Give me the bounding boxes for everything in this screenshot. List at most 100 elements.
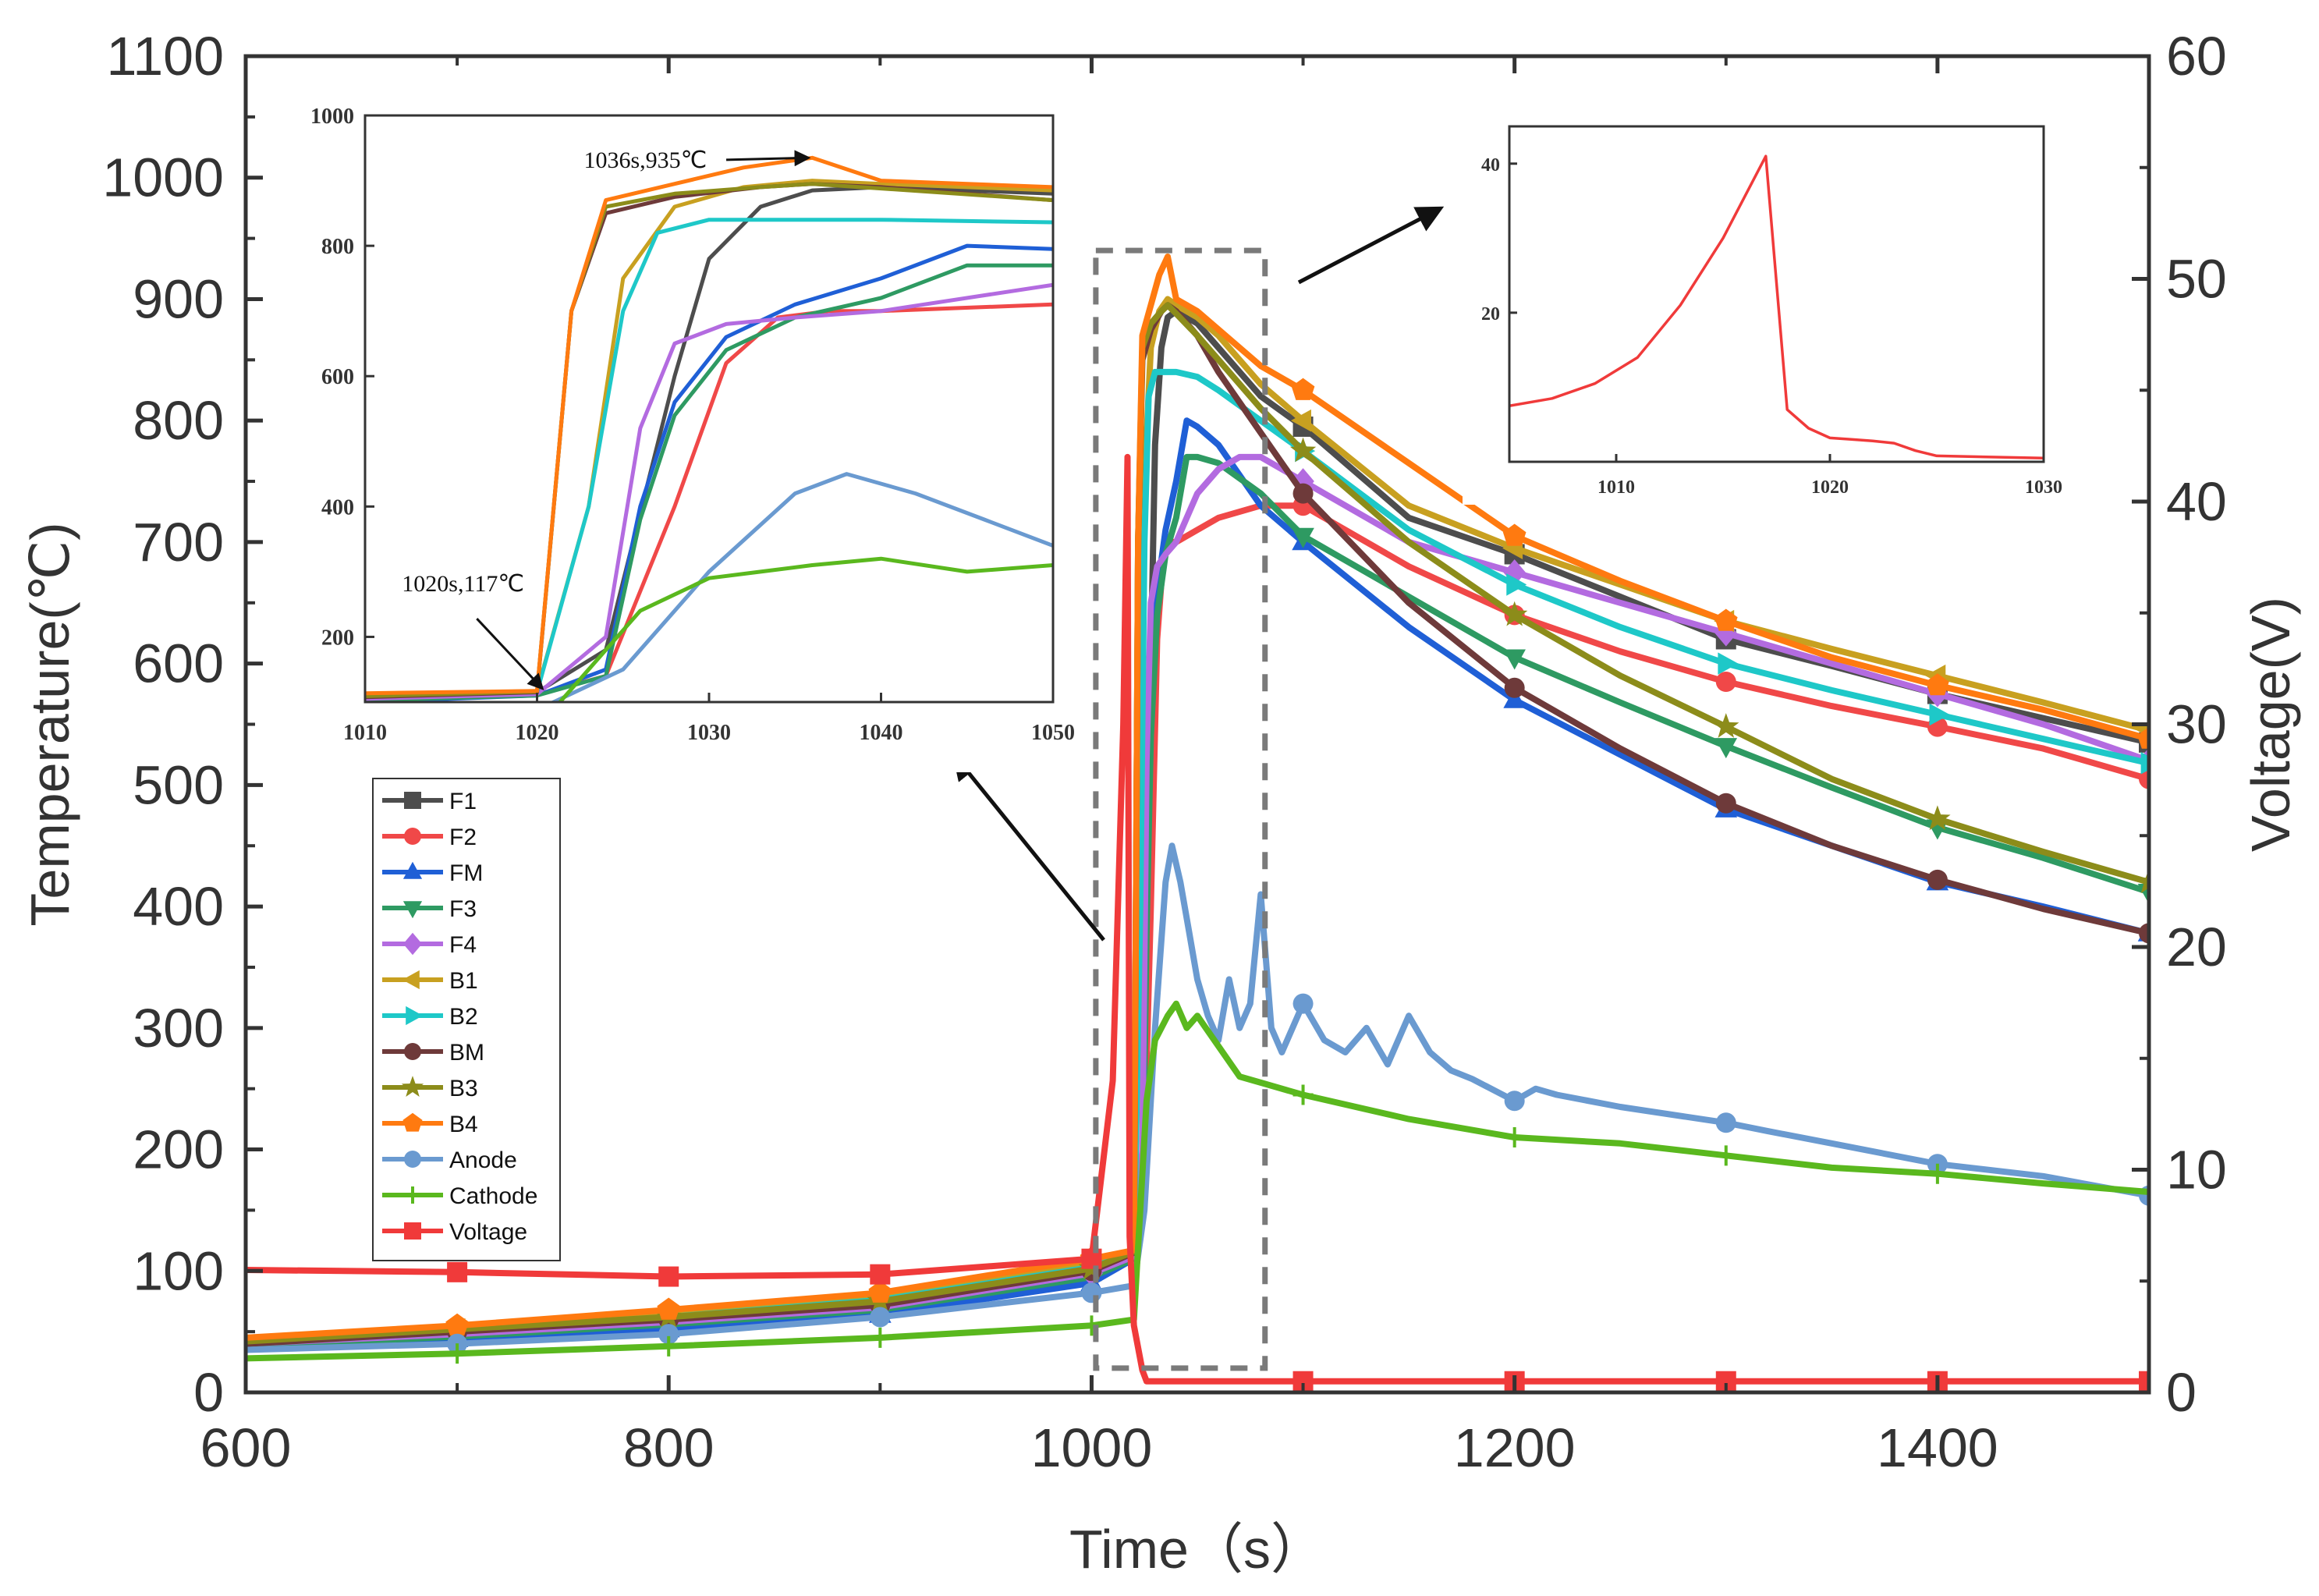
legend-entry-label: B3 <box>449 1076 478 1101</box>
y-left-tick-label: 600 <box>133 633 224 694</box>
data-point-anode <box>658 1324 679 1345</box>
data-point-bm <box>1927 869 1948 890</box>
legend-swatch-marker <box>404 1186 421 1204</box>
inset-temp-x-tick-label: 1030 <box>687 721 731 745</box>
inset-temp-y-tick-label: 400 <box>321 495 354 520</box>
inset-series-line-f1 <box>365 185 1053 700</box>
inset-temp-x-tick-label: 1020 <box>516 721 559 745</box>
x-tick-label: 600 <box>200 1417 292 1478</box>
legend-swatch-marker <box>402 932 423 956</box>
data-point-bm <box>1504 677 1525 698</box>
inset-voltage-zoom: 1010 1020 1030 20 40 <box>1463 115 2062 505</box>
y-left-tick-label: 700 <box>133 512 224 573</box>
legend-box <box>372 778 561 1261</box>
y-left-tick-label: 300 <box>133 998 224 1059</box>
inset-series-line-cathode <box>557 556 1053 702</box>
legend-entry-label: BM <box>449 1040 484 1066</box>
legend-swatch-marker <box>406 1005 424 1026</box>
inset-volt-y-tick-label: 20 <box>1481 304 1500 325</box>
inset-volt-x-tick-label: 1030 <box>2025 477 2062 498</box>
data-point-cathode <box>2139 1182 2149 1203</box>
y-left-tick-label: 200 <box>133 1119 224 1180</box>
legend: F1 F2 FM F3 F4 B1 B2 BM B3 B4 Anode Cathode Voltage <box>372 778 561 1261</box>
inset-voltage-line <box>1509 154 2044 459</box>
data-point-voltage <box>658 1266 679 1287</box>
data-point-cathode <box>870 1327 891 1348</box>
y-left-tick-label: 400 <box>133 876 224 937</box>
inset-series-line-anode <box>548 472 1053 702</box>
y-right-tick-label: 20 <box>2166 917 2227 977</box>
data-point-bm <box>1715 793 1736 814</box>
y-right-tick-label: 10 <box>2166 1140 2227 1201</box>
inset-temp-y-tick-label: 200 <box>321 626 354 650</box>
inset-temp-y-tick-label: 600 <box>321 365 354 389</box>
legend-swatch-marker <box>402 861 423 879</box>
legend-swatch-marker <box>402 1112 423 1132</box>
data-point-anode <box>1504 1091 1525 1112</box>
x-tick-label: 800 <box>623 1417 714 1478</box>
inset-temperature-zoom: 1010 1020 1030 1040 1050 200 400 600 800 1000 1036… <box>281 100 1075 772</box>
data-point-b3 <box>1713 713 1739 738</box>
inset-temp-x-tick-label: 1040 <box>860 721 903 745</box>
y-left-tick-label: 500 <box>133 754 224 815</box>
x-axis-label: Time（s） <box>1069 1519 1325 1580</box>
data-point-f3 <box>1714 738 1738 759</box>
data-point-b4 <box>1926 673 1949 696</box>
inset-annotation-onset: 1020s,117℃ <box>402 571 524 597</box>
inset-volt-frame <box>1508 125 2045 463</box>
data-point-b4 <box>1291 378 1315 400</box>
y-left-tick-label: 1000 <box>102 147 224 208</box>
data-point-b1 <box>1290 409 1311 432</box>
data-point-b3 <box>1924 805 1951 831</box>
inset-annotation-peak-arrow <box>726 150 811 167</box>
inset-temp-y-tick-label: 1000 <box>310 105 354 129</box>
inset-series-line-b2 <box>365 218 1053 699</box>
data-point-cathode <box>1292 1084 1314 1105</box>
legend-swatch-marker <box>404 1222 421 1240</box>
data-point-cathode <box>658 1335 679 1357</box>
inset-series-line-f2 <box>365 302 1053 700</box>
y-left-tick-label: 0 <box>193 1362 224 1423</box>
data-point-anode <box>870 1307 891 1328</box>
data-point-b4 <box>1502 523 1526 546</box>
data-point-voltage <box>447 1261 468 1282</box>
data-point-b4 <box>2137 726 2149 749</box>
data-point-b2 <box>1718 652 1739 675</box>
data-point-anode <box>1292 993 1314 1014</box>
inset-temp-bg-axis <box>281 100 385 772</box>
legend-swatch-marker <box>404 1043 421 1060</box>
y-left-tick-label: 1100 <box>106 26 224 87</box>
y-right-tick-label: 60 <box>2166 26 2227 87</box>
inset-annotation-peak: 1036s,935℃ <box>583 147 707 173</box>
data-point-b4 <box>657 1297 681 1320</box>
legend-entry-label: Voltage <box>449 1219 527 1245</box>
y-left-tick-label: 900 <box>133 268 224 329</box>
series-group <box>246 254 2149 1392</box>
data-point-b2 <box>1929 703 1950 726</box>
inset-series-line-b3 <box>365 182 1053 698</box>
y-left-axis-label: Temperature(℃) <box>20 522 80 926</box>
y-left-tick-label: 800 <box>133 390 224 451</box>
legend-swatch-marker <box>402 970 420 990</box>
data-point-bm <box>2139 923 2149 944</box>
inset-temp-series-group <box>365 155 1053 702</box>
data-point-f3 <box>1503 649 1526 670</box>
data-point-b4 <box>868 1280 892 1303</box>
y-right-tick-label: 40 <box>2166 471 2227 532</box>
inset-series-line-b4 <box>365 155 1053 696</box>
legend-swatch-marker <box>404 828 421 845</box>
data-point-bm <box>1292 483 1314 504</box>
data-point-f2 <box>1715 671 1736 692</box>
data-point-b3 <box>1501 601 1528 626</box>
data-point-cathode <box>447 1343 468 1364</box>
arrow-to-temperature-inset <box>952 752 1105 942</box>
legend-swatch-marker <box>404 1151 421 1168</box>
series-line-b3 <box>246 302 2149 1345</box>
legend-entry-label: B2 <box>449 1004 478 1030</box>
inset-series-line-f3 <box>365 263 1053 702</box>
inset-volt-y-tick-label: 40 <box>1481 155 1500 176</box>
inset-volt-bg <box>1463 115 2059 505</box>
series-line-voltage <box>246 453 2149 1385</box>
data-point-voltage <box>2139 1371 2149 1392</box>
legend-swatch-marker <box>401 1076 424 1098</box>
